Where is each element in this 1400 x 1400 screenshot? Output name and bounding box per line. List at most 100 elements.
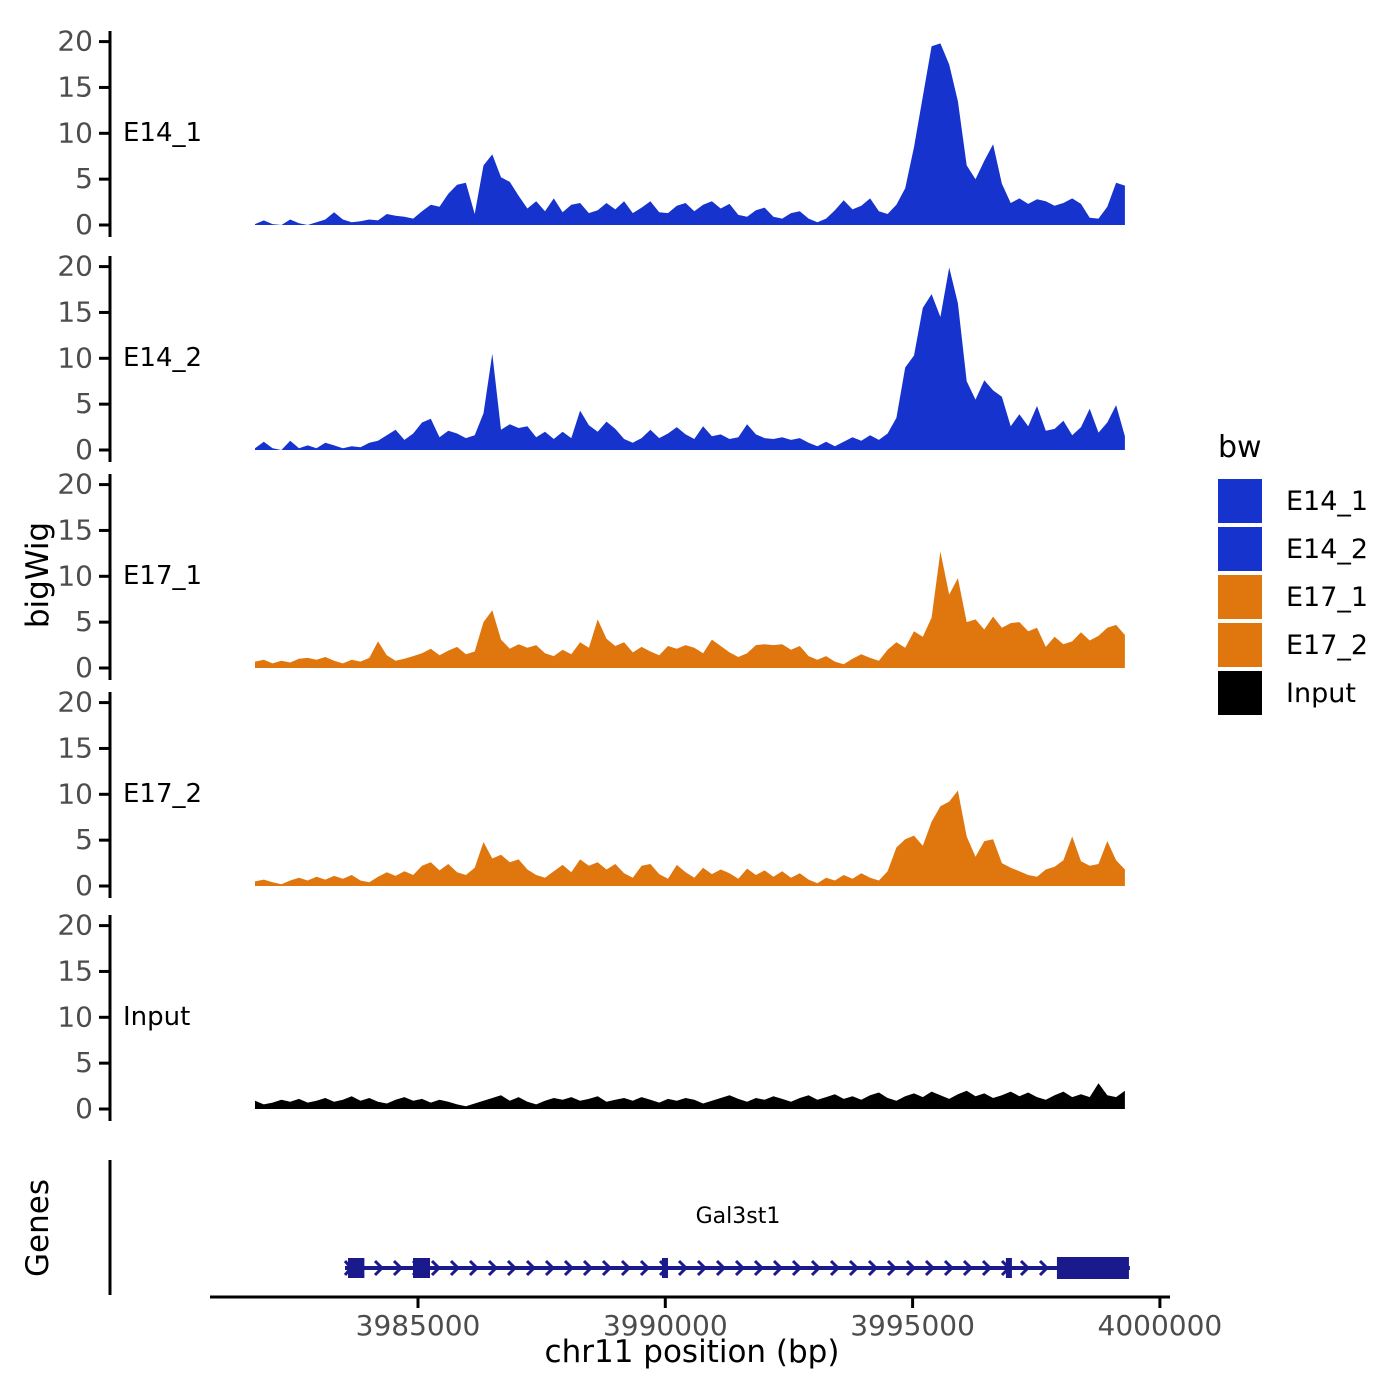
gene-strand-arrow — [772, 1259, 784, 1277]
gene-strand-arrow — [753, 1259, 765, 1277]
gene-strand-arrow — [620, 1259, 632, 1277]
gene-strand-arrow — [791, 1259, 803, 1277]
gene-strand-arrow — [506, 1259, 518, 1277]
y-tick-label: 10 — [57, 777, 93, 810]
y-tick-label: 15 — [57, 731, 93, 764]
gene-strand-arrow — [582, 1259, 594, 1277]
gene-name-label: Gal3st1 — [695, 1204, 781, 1229]
y-tick-label: 10 — [57, 116, 93, 149]
gene-exon — [413, 1258, 431, 1278]
area-Input — [255, 1083, 1125, 1109]
gene-strand-arrow — [962, 1259, 974, 1277]
legend-swatch-e17-1 — [1218, 575, 1262, 619]
gene-exon — [348, 1258, 365, 1278]
legend-swatch-e14-2 — [1218, 527, 1262, 571]
legend-item-e17-2: E17_2 — [1218, 623, 1368, 667]
gene-strand-arrow — [449, 1259, 461, 1277]
y-tick-label: 0 — [75, 869, 93, 902]
y-tick-label: 0 — [75, 208, 93, 241]
gene-strand-arrow — [487, 1259, 499, 1277]
gene-strand-arrow — [639, 1259, 651, 1277]
gene-strand-arrow — [905, 1259, 917, 1277]
legend-item-label: E14_2 — [1286, 533, 1369, 565]
gene-strand-arrow — [810, 1259, 822, 1277]
y-axis-title-bigwig: bigWig — [20, 521, 56, 629]
gene-strand-arrow — [886, 1259, 898, 1277]
gene-exon — [1056, 1257, 1129, 1279]
gene-strand-arrow — [696, 1259, 708, 1277]
x-tick-label: 3995000 — [850, 1309, 975, 1342]
y-tick-label: 15 — [57, 954, 93, 987]
legend-item-label: E17_2 — [1286, 629, 1369, 661]
gene-strand-arrow — [1038, 1259, 1050, 1277]
gene-strand-arrow — [601, 1259, 613, 1277]
y-tick-label: 15 — [57, 513, 93, 546]
y-tick-label: 5 — [75, 605, 93, 638]
legend-item-e17-1: E17_1 — [1218, 575, 1368, 619]
track-label-input: Input — [123, 1002, 191, 1032]
legend-title: bw — [1218, 430, 1262, 465]
y-tick-label: 15 — [57, 295, 93, 328]
x-axis-title: chr11 position (bp) — [544, 1334, 840, 1370]
gene-exon — [661, 1258, 668, 1278]
legend: bw E14_1 E14_2 E17_1 E17_2 Input — [1218, 430, 1368, 719]
gene-strand-arrow — [468, 1259, 480, 1277]
gene-strand-arrow — [848, 1259, 860, 1277]
gene-strand-arrow — [563, 1259, 575, 1277]
y-tick-label: 10 — [57, 559, 93, 592]
gene-strand-arrow — [525, 1259, 537, 1277]
x-tick-label: 3990000 — [603, 1309, 728, 1342]
legend-swatch-input — [1218, 671, 1262, 715]
legend-item-e14-2: E14_2 — [1218, 527, 1368, 571]
y-tick-label: 20 — [57, 25, 93, 58]
y-tick-label: 10 — [57, 341, 93, 374]
area-E17_2 — [255, 790, 1125, 886]
area-E14_2 — [255, 267, 1125, 450]
gene-strand-arrow — [1019, 1259, 1031, 1277]
legend-swatch-e14-1 — [1218, 479, 1262, 523]
y-tick-label: 20 — [57, 909, 93, 942]
y-tick-label: 20 — [57, 250, 93, 283]
legend-item-input: Input — [1218, 671, 1368, 715]
x-tick-label: 4000000 — [1098, 1309, 1223, 1342]
gene-strand-arrow — [734, 1259, 746, 1277]
y-tick-label: 20 — [57, 686, 93, 719]
y-tick-label: 5 — [75, 387, 93, 420]
legend-item-label: E14_1 — [1286, 485, 1369, 517]
legend-swatch-e17-2 — [1218, 623, 1262, 667]
y-tick-label: 10 — [57, 1000, 93, 1033]
track-label-e14-2: E14_2 — [123, 343, 203, 373]
y-tick-label: 5 — [75, 1046, 93, 1079]
gene-strand-arrow — [392, 1259, 404, 1277]
y-tick-label: 5 — [75, 162, 93, 195]
y-tick-label: 20 — [57, 468, 93, 501]
x-tick-label: 3985000 — [356, 1309, 481, 1342]
y-tick-label: 5 — [75, 823, 93, 856]
legend-item-label: E17_1 — [1286, 581, 1369, 613]
area-E17_1 — [255, 551, 1125, 668]
gene-strand-arrow — [981, 1259, 993, 1277]
y-tick-label: 15 — [57, 70, 93, 103]
y-tick-label: 0 — [75, 1092, 93, 1125]
track-label-e14-1: E14_1 — [123, 118, 203, 148]
gene-exon — [1005, 1258, 1012, 1278]
gene-strand-arrow — [867, 1259, 879, 1277]
gene-strand-arrow — [829, 1259, 841, 1277]
gene-strand-arrow — [924, 1259, 936, 1277]
legend-item-label: Input — [1286, 677, 1356, 709]
y-tick-label: 0 — [75, 433, 93, 466]
legend-item-e14-1: E14_1 — [1218, 479, 1368, 523]
gene-strand-arrow — [544, 1259, 556, 1277]
gene-strand-arrow — [677, 1259, 689, 1277]
gene-strand-arrow — [943, 1259, 955, 1277]
area-E14_1 — [255, 43, 1125, 226]
gene-strand-arrow — [373, 1259, 385, 1277]
track-label-e17-2: E17_2 — [123, 779, 203, 809]
gene-strand-arrow — [430, 1259, 442, 1277]
y-tick-label: 0 — [75, 651, 93, 684]
y-axis-title-genes: Genes — [20, 1179, 56, 1277]
track-label-e17-1: E17_1 — [123, 561, 203, 591]
gene-strand-arrow — [715, 1259, 727, 1277]
